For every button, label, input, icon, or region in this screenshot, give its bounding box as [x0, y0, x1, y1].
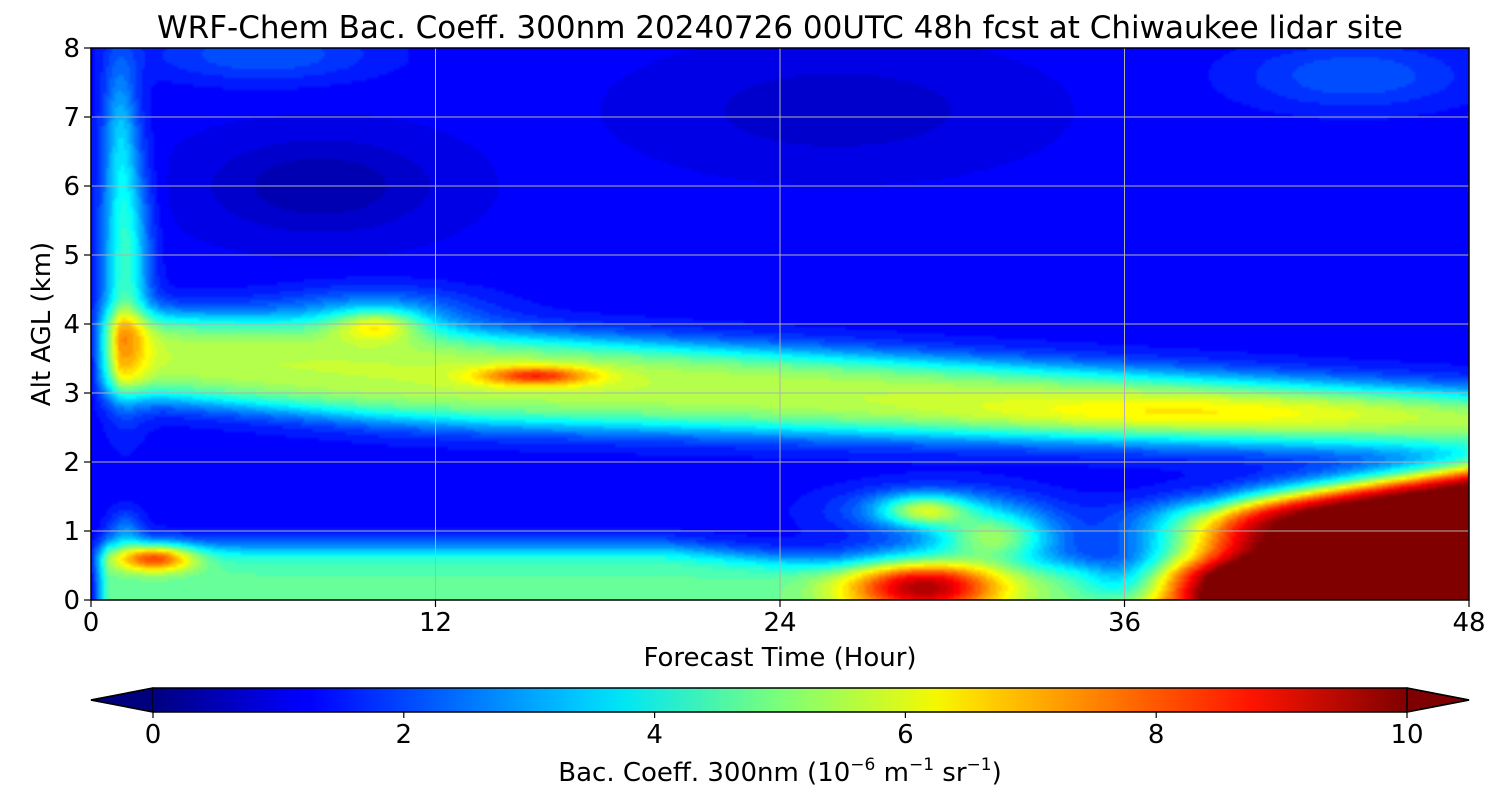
colorbar-gradient: [153, 688, 1407, 712]
colorbar-label-main: Bac. Coeff. 300nm (10: [558, 758, 850, 788]
colorbar-ticks: 0 2 4 6 8 10: [145, 712, 1424, 750]
colorbar-tick-label: 2: [396, 720, 413, 750]
colorbar-tick-label: 8: [1148, 720, 1165, 750]
colorbar-label-exp1: −6: [850, 755, 875, 775]
y-tick-label: 7: [63, 103, 80, 133]
y-tick-label: 5: [63, 241, 80, 271]
y-axis: 0 1 2 3 4 5 6 7 8: [63, 34, 91, 616]
colorbar-label-mid2: sr: [934, 758, 967, 788]
chart-title: WRF-Chem Bac. Coeff. 300nm 20240726 00UT…: [157, 10, 1403, 46]
x-axis-label: Forecast Time (Hour): [643, 643, 916, 673]
y-tick-label: 1: [63, 517, 80, 547]
colorbar-extend-high: [1406, 687, 1470, 713]
colorbar-label: Bac. Coeff. 300nm (10−6 m−1 sr−1): [558, 755, 1001, 788]
y-axis-label: Alt AGL (km): [27, 242, 57, 406]
colorbar-extend-low: [90, 687, 154, 713]
colorbar-tick-label: 0: [145, 720, 162, 750]
colorbar-tick-label: 4: [646, 720, 663, 750]
colorbar-label-exp3: −1: [967, 755, 992, 775]
y-tick-label: 8: [63, 34, 80, 64]
x-tick-label: 12: [419, 608, 452, 638]
x-tick-label: 0: [83, 608, 100, 638]
colorbar-label-exp2: −1: [909, 755, 934, 775]
y-tick-label: 2: [63, 448, 80, 478]
colorbar-tick-label: 10: [1390, 720, 1423, 750]
x-tick-label: 48: [1452, 608, 1485, 638]
colorbar-label-mid: m: [875, 758, 909, 788]
x-tick-label: 36: [1108, 608, 1141, 638]
y-tick-label: 3: [63, 379, 80, 409]
colorbar: 0 2 4 6 8 10 Bac. Coeff. 300nm (10−6 m−1 sr−1…: [90, 687, 1470, 788]
y-tick-label: 6: [63, 172, 80, 202]
y-tick-label: 4: [63, 310, 80, 340]
colorbar-tick-label: 6: [897, 720, 914, 750]
y-tick-label: 0: [63, 586, 80, 616]
x-tick-label: 24: [763, 608, 796, 638]
x-axis: 0 12 24 36 48: [83, 600, 1486, 638]
colorbar-label-end: ): [992, 758, 1002, 788]
